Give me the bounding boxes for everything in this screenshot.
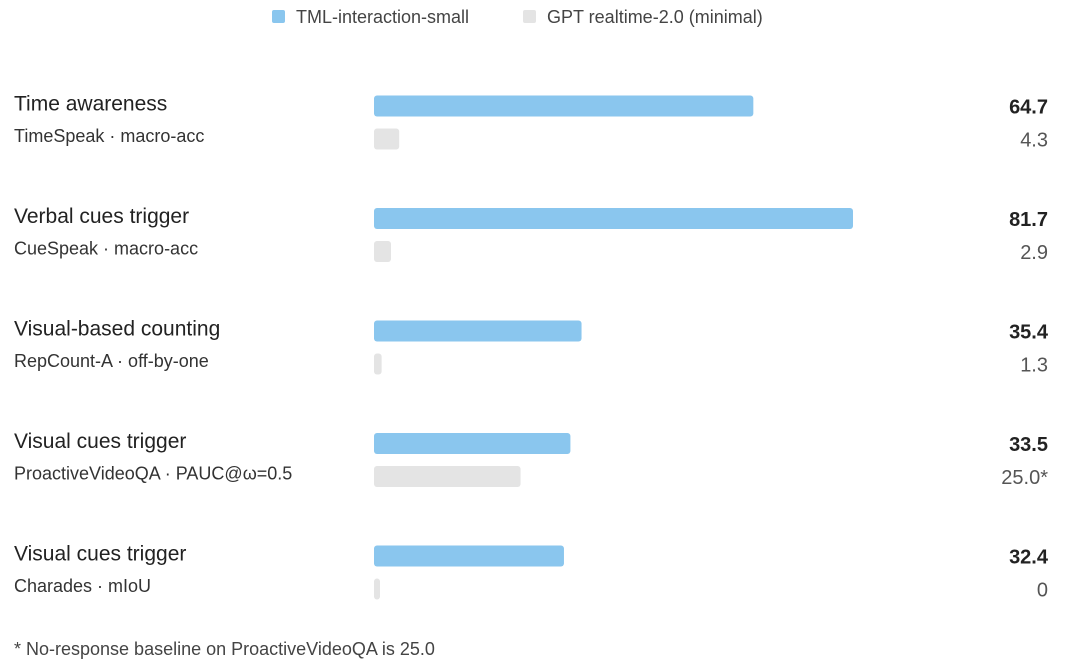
category-label: Visual cues trigger bbox=[14, 430, 186, 453]
bar bbox=[374, 545, 564, 567]
value-label: 4.3 bbox=[1020, 129, 1048, 151]
value-label: 25.0* bbox=[1001, 467, 1048, 489]
bar bbox=[374, 433, 571, 454]
category-label: Visual-based counting bbox=[14, 318, 220, 341]
category-subtitle: CueSpeak · macro-acc bbox=[14, 238, 198, 258]
legend-swatch bbox=[523, 10, 536, 23]
category-subtitle: TimeSpeak · macro-acc bbox=[14, 126, 204, 146]
bar bbox=[374, 578, 380, 600]
legend-swatch bbox=[272, 10, 285, 23]
legend-label: GPT realtime-2.0 (minimal) bbox=[547, 7, 763, 27]
bar bbox=[374, 466, 521, 487]
bar bbox=[374, 320, 582, 342]
value-label: 33.5 bbox=[1009, 434, 1048, 456]
value-label: 81.7 bbox=[1009, 209, 1048, 231]
bar bbox=[374, 95, 754, 117]
value-label: 64.7 bbox=[1009, 96, 1048, 118]
bar bbox=[374, 353, 382, 375]
category-subtitle: ProactiveVideoQA · PAUC@ω=0.5 bbox=[14, 463, 292, 483]
category-subtitle: RepCount-A · off-by-one bbox=[14, 351, 209, 371]
value-label: 35.4 bbox=[1009, 321, 1049, 343]
legend-label: TML-interaction-small bbox=[296, 7, 469, 27]
value-label: 1.3 bbox=[1020, 354, 1048, 376]
value-label: 32.4 bbox=[1009, 546, 1049, 568]
bar bbox=[374, 208, 854, 229]
value-label: 2.9 bbox=[1020, 242, 1048, 264]
value-label: 0 bbox=[1037, 579, 1048, 601]
category-subtitle: Charades · mIoU bbox=[14, 576, 151, 596]
bar bbox=[374, 128, 400, 150]
category-label: Verbal cues trigger bbox=[14, 205, 189, 228]
bar bbox=[374, 241, 392, 262]
category-label: Visual cues trigger bbox=[14, 543, 186, 566]
category-label: Time awareness bbox=[14, 93, 167, 116]
footnote: * No-response baseline on ProactiveVideo… bbox=[14, 639, 435, 659]
